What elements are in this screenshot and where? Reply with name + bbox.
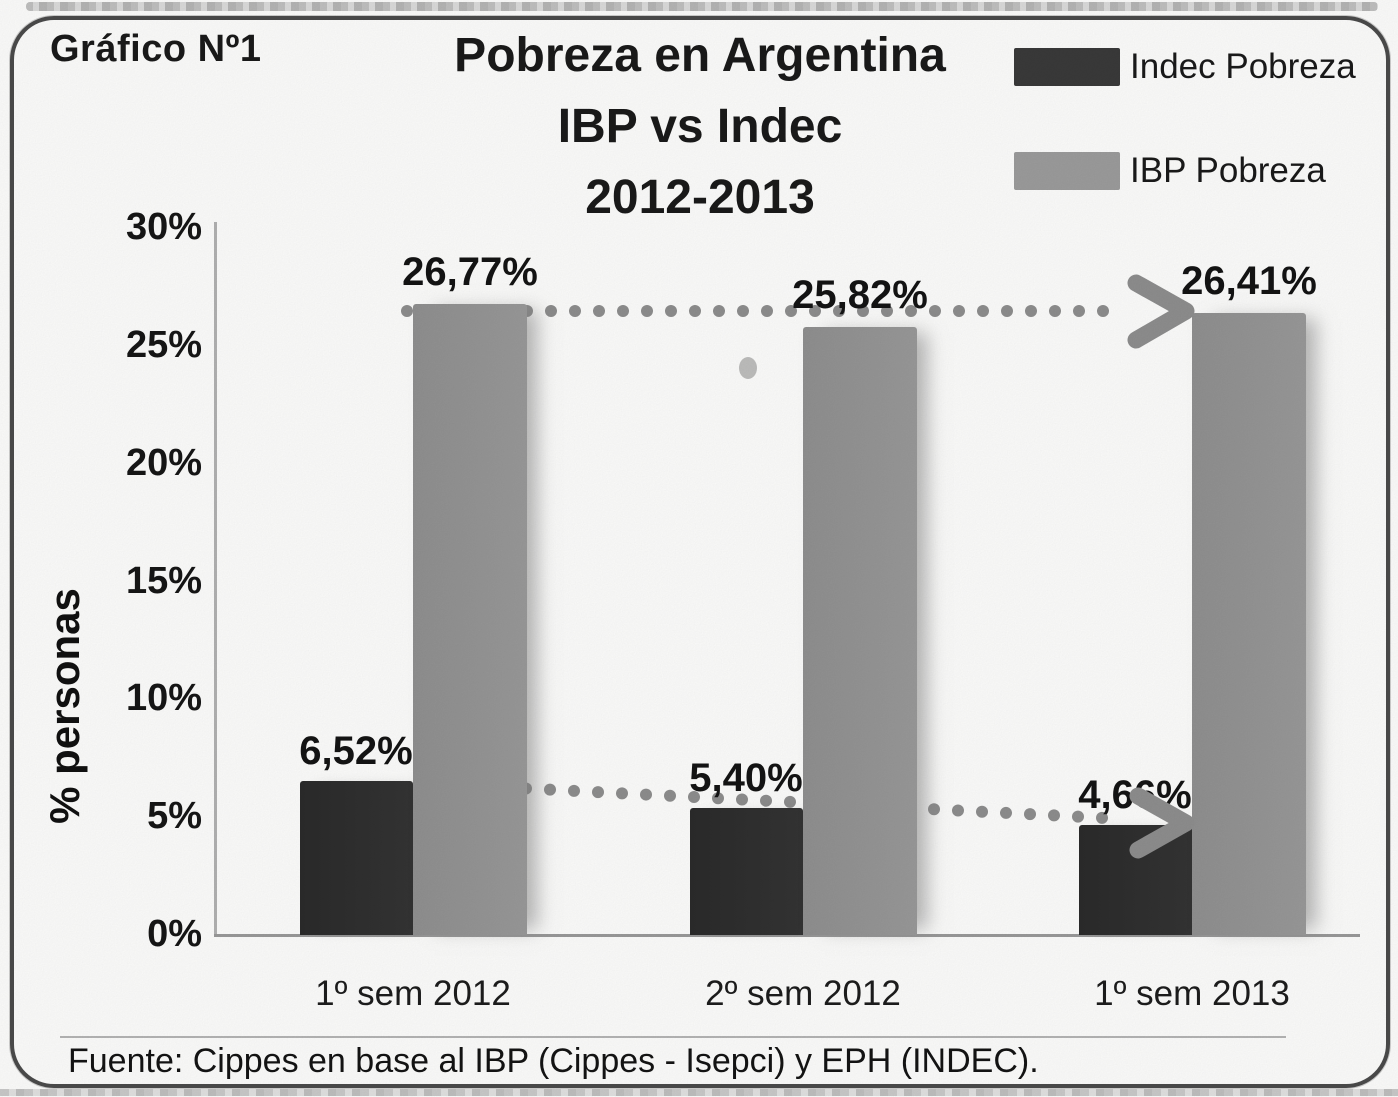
y-axis-line xyxy=(214,222,217,936)
bar-ibp-pobreza-2 xyxy=(1192,312,1306,935)
bar-ibp-pobreza-0 xyxy=(413,304,527,935)
bar-value-label-ibp-2: 26,41% xyxy=(1181,258,1317,303)
y-tick-label: 15% xyxy=(125,559,202,602)
y-tick-label: 20% xyxy=(125,441,202,484)
y-tick-label: 25% xyxy=(125,323,202,366)
bar-indec-pobreza-1 xyxy=(690,807,803,935)
bar-indec-pobreza-2 xyxy=(1079,825,1192,935)
bar-indec-pobreza-0 xyxy=(300,781,413,935)
bar-value-label-indec-1: 5,40% xyxy=(689,755,803,800)
x-category-label-1: 2º sem 2012 xyxy=(705,974,901,1013)
source-citation: Fuente: Cippes en base al IBP (Cippes - … xyxy=(68,1042,1039,1080)
y-tick-label: 10% xyxy=(125,677,202,720)
y-tick-label: 0% xyxy=(147,913,202,955)
bar-ibp-pobreza-1 xyxy=(803,326,917,935)
chart-object-bottom-edge xyxy=(60,1036,1286,1038)
y-tick-label: 30% xyxy=(125,206,202,249)
bar-value-label-ibp-0: 26,77% xyxy=(402,250,538,295)
bar-value-label-ibp-1: 25,82% xyxy=(792,272,928,317)
bar-value-label-indec-0: 6,52% xyxy=(299,729,413,774)
bar-value-label-indec-2: 4,66% xyxy=(1078,773,1192,818)
y-tick-label: 5% xyxy=(147,795,202,838)
x-category-label-2: 1º sem 2013 xyxy=(1094,974,1290,1013)
x-category-label-0: 1º sem 2012 xyxy=(315,974,511,1013)
